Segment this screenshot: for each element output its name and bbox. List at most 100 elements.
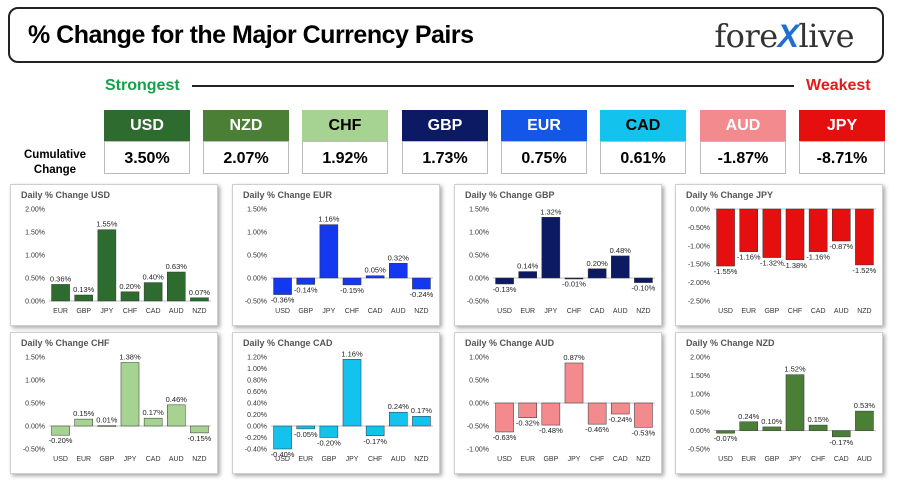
data-label: 0.17%	[143, 408, 165, 417]
bar-usd	[716, 208, 735, 267]
data-label: -0.15%	[340, 286, 364, 295]
x-tick-label: AUD	[857, 456, 872, 463]
data-label: -1.16%	[737, 253, 761, 262]
data-label: 0.20%	[587, 259, 609, 268]
bar-usd	[273, 425, 292, 450]
y-tick-label: 0.80%	[247, 378, 267, 385]
bar-aud	[611, 255, 630, 279]
y-tick-label: -2.50%	[688, 299, 710, 306]
data-label: 1.16%	[341, 349, 363, 358]
chart-title: Daily % Change NZD	[686, 338, 775, 348]
x-tick-label: EUR	[741, 456, 756, 463]
x-tick-label: CAD	[834, 456, 849, 463]
chart-panel-5: Daily % Change CHF -0.50% 0.00% 0.50% 1.00% 1…	[10, 332, 218, 474]
bar-gbp	[74, 294, 93, 302]
data-label: -0.36%	[271, 296, 295, 305]
x-tick-label: GBP	[543, 456, 558, 463]
y-tick-label: 0.20%	[247, 412, 267, 419]
x-tick-label: CHF	[788, 308, 802, 315]
bar-usd	[495, 402, 514, 433]
logo-text-right: live	[798, 17, 855, 55]
x-tick-label: CHF	[345, 308, 359, 315]
bar-gbp	[296, 277, 315, 285]
x-tick-label: USD	[718, 308, 733, 315]
x-tick-label: CHF	[567, 308, 581, 315]
y-tick-label: 2.00%	[690, 355, 710, 362]
chart-panel-4: Daily % Change JPY -2.50% -2.00% -1.50% -1.0…	[675, 184, 883, 326]
bar-cad	[611, 402, 630, 415]
tile-aud: AUD -1.87%	[700, 110, 786, 174]
x-tick-label: GBP	[321, 456, 336, 463]
chart-svg: -0.50% 0.00% 0.50% 1.00% 1.50% -0.20% USD 0.15%…	[23, 353, 212, 463]
chart-svg: -0.50% 0.00% 0.50% 1.00% 1.50% 2.00% -0.07% USD…	[688, 355, 876, 463]
x-tick-label: CAD	[368, 308, 383, 315]
data-label: 0.13%	[73, 285, 95, 294]
x-tick-label: GBP	[764, 456, 779, 463]
bar-nzd	[634, 277, 653, 283]
x-tick-label: NZD	[414, 308, 428, 315]
bar-usd	[716, 430, 735, 434]
data-label: 0.15%	[73, 409, 95, 418]
x-tick-label: GBP	[99, 456, 114, 463]
tile-usd: USD 3.50%	[104, 110, 190, 174]
x-tick-label: CAD	[146, 308, 161, 315]
y-tick-label: -1.00%	[467, 447, 489, 454]
data-label: -0.10%	[632, 284, 656, 293]
y-tick-label: 1.20%	[247, 355, 267, 362]
y-tick-label: 0.00%	[247, 276, 267, 283]
y-tick-label: 1.50%	[25, 355, 45, 362]
x-tick-label: NZD	[414, 456, 428, 463]
tile-currency-label: EUR	[501, 110, 587, 141]
data-label: 0.15%	[808, 415, 830, 424]
tile-nzd: NZD 2.07%	[203, 110, 289, 174]
bar-nzd	[855, 208, 874, 266]
logo-x: X	[777, 18, 799, 54]
y-tick-label: -0.50%	[688, 447, 710, 454]
y-tick-label: 0.50%	[25, 401, 45, 408]
y-tick-label: 1.50%	[25, 230, 45, 237]
bar-nzd	[190, 297, 209, 302]
data-label: -0.20%	[49, 436, 73, 445]
y-tick-label: -0.50%	[245, 299, 267, 306]
cumulative-label-line2: Change	[33, 164, 77, 176]
tile-currency-label: USD	[104, 110, 190, 141]
bar-aud	[389, 411, 408, 427]
data-label: -0.53%	[632, 428, 656, 437]
y-tick-label: 0.50%	[690, 410, 710, 417]
chart-svg: -1.00% -0.50% 0.00% 0.50% 1.00% -0.63% USD -0.3…	[467, 353, 656, 463]
bar-eur	[518, 402, 537, 418]
data-label: -0.24%	[410, 290, 434, 299]
y-tick-label: 0.00%	[247, 424, 267, 431]
x-tick-label: JPY	[322, 308, 335, 315]
y-tick-label: 1.50%	[469, 207, 489, 214]
x-tick-label: CHF	[123, 308, 137, 315]
y-tick-label: 0.50%	[469, 378, 489, 385]
data-label: -0.63%	[493, 433, 517, 442]
x-tick-label: JPY	[544, 308, 557, 315]
ranking-line	[192, 85, 794, 87]
data-label: -1.32%	[760, 259, 784, 268]
bar-usd	[273, 277, 292, 295]
x-tick-label: NZD	[192, 456, 206, 463]
x-tick-label: AUD	[613, 308, 628, 315]
data-label: -0.13%	[493, 285, 517, 294]
tile-cumulative-value: 1.92%	[302, 141, 388, 174]
data-label: 0.24%	[738, 412, 760, 421]
tile-cumulative-value: 3.50%	[104, 141, 190, 174]
data-label: -0.17%	[829, 438, 853, 447]
tile-currency-label: CAD	[600, 110, 686, 141]
bar-eur	[51, 284, 70, 302]
y-tick-label: -0.50%	[467, 299, 489, 306]
data-label: -1.16%	[806, 253, 830, 262]
x-tick-label: USD	[275, 308, 290, 315]
bar-jpy	[342, 359, 362, 427]
y-tick-label: 2.00%	[25, 207, 45, 214]
x-tick-label: CHF	[368, 456, 382, 463]
data-label: 0.46%	[166, 395, 188, 404]
y-tick-label: 0.00%	[25, 424, 45, 431]
bar-nzd	[190, 425, 209, 434]
chart-title: Daily % Change JPY	[686, 190, 774, 200]
data-label: -0.14%	[294, 285, 318, 294]
y-tick-label: 0.00%	[25, 299, 45, 306]
y-tick-label: 1.00%	[247, 230, 267, 237]
